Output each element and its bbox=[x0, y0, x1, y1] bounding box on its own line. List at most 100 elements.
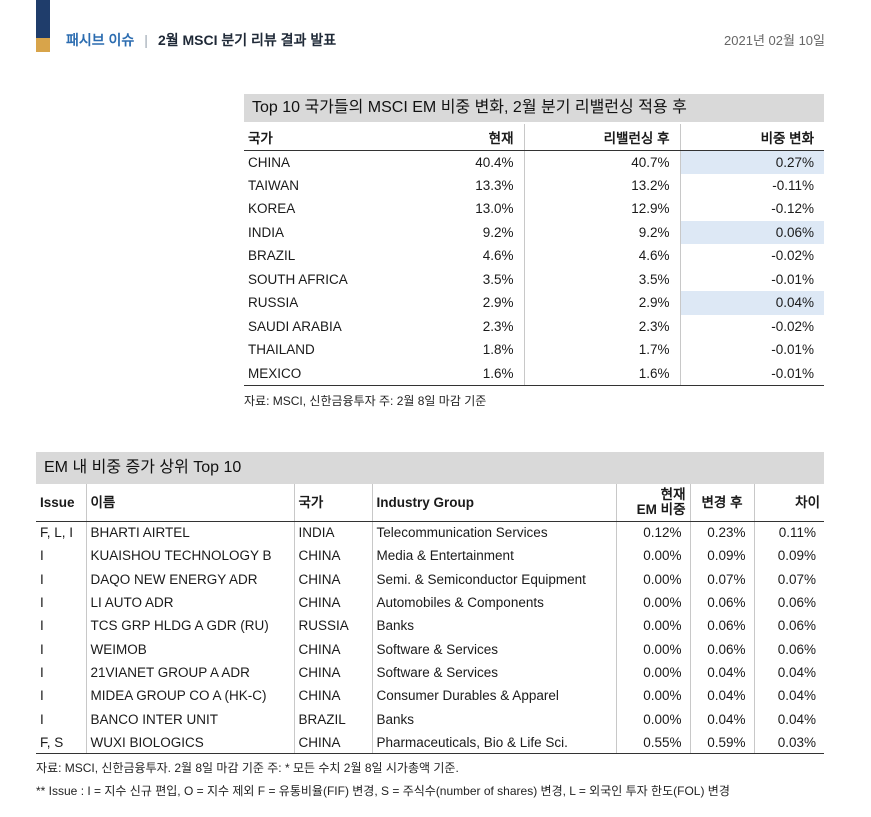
table1-row: CHINA 40.4% 40.7% 0.27% bbox=[244, 150, 824, 174]
current-weight-cell: 3.5% bbox=[482, 271, 514, 287]
table1-row: INDIA 9.2% 9.2% 0.06% bbox=[244, 220, 824, 244]
current-weight-cell: 1.8% bbox=[482, 342, 514, 358]
table1-source: 자료: MSCI, 신한금융투자 주: 2월 8일 마감 기준 bbox=[244, 394, 487, 408]
after-weight-cell: 4.6% bbox=[523, 244, 680, 268]
logo-bar-gold bbox=[36, 38, 50, 52]
issue-cell: F, L, I bbox=[40, 525, 74, 541]
table2-row: I KUAISHOU TECHNOLOGY B CHINA Media & Enter… bbox=[36, 544, 824, 568]
weight-change-cell: -0.02% bbox=[679, 244, 824, 268]
country-cell: CHINA bbox=[293, 660, 372, 685]
after-weight-cell: 0.09% bbox=[689, 544, 754, 568]
diff-cell: 0.03% bbox=[753, 730, 824, 755]
name-cell: BANCO INTER UNIT bbox=[85, 707, 294, 731]
table2-col-diff: 차이 bbox=[753, 484, 824, 522]
table2-col-current-line1: 현재 bbox=[660, 487, 686, 503]
table2-source: 자료: MSCI, 신한금융투자. 2월 8일 마감 기준 주: * 모든 수치… bbox=[36, 761, 459, 775]
table2-col-current-line2: EM 비중 bbox=[636, 502, 686, 518]
diff-cell: 0.04% bbox=[753, 707, 824, 731]
header-separator: | bbox=[144, 32, 148, 48]
current-weight-cell: 13.3% bbox=[475, 177, 514, 193]
table2-row: I BANCO INTER UNIT BRAZIL Banks 0.00% 0.04% 0.… bbox=[36, 707, 824, 731]
issue-cell: I bbox=[40, 711, 44, 727]
country-cell: CHINA bbox=[293, 730, 372, 755]
table2-header-row: Issue 이름 국가 Industry Group 현재 EM 비중 변경 후 … bbox=[36, 484, 824, 522]
current-weight-cell: 2.9% bbox=[482, 295, 514, 311]
diff-cell: 0.04% bbox=[753, 660, 824, 685]
industry-cell: Consumer Durables & Apparel bbox=[371, 684, 616, 708]
country-cell: RUSSIA bbox=[293, 614, 372, 638]
country-cell: THAILAND bbox=[248, 342, 315, 358]
name-cell: WEIMOB bbox=[85, 637, 294, 661]
weight-change-cell: 0.27% bbox=[679, 150, 824, 174]
country-cell: TAIWAN bbox=[248, 177, 299, 193]
current-weight-cell: 0.12% bbox=[615, 521, 690, 545]
name-cell: BHARTI AIRTEL bbox=[85, 521, 294, 545]
current-weight-cell: 2.3% bbox=[482, 318, 514, 334]
country-cell: CHINA bbox=[293, 567, 372, 591]
weight-change-cell: 0.06% bbox=[679, 220, 824, 244]
country-cell: KOREA bbox=[248, 201, 296, 217]
diff-cell: 0.07% bbox=[753, 567, 824, 591]
table2-col-name: 이름 bbox=[85, 484, 294, 522]
industry-cell: Banks bbox=[371, 614, 616, 638]
table2-issue-legend: ** Issue : I = 지수 신규 편입, O = 지수 제외 F = 유… bbox=[36, 784, 730, 798]
after-weight-cell: 0.04% bbox=[689, 684, 754, 708]
diff-cell: 0.06% bbox=[753, 614, 824, 638]
name-cell: KUAISHOU TECHNOLOGY B bbox=[85, 544, 294, 568]
table1-body: CHINA 40.4% 40.7% 0.27% TAIWAN 13.3% 13.2% -0.1… bbox=[244, 150, 824, 386]
weight-change-cell: -0.12% bbox=[679, 197, 824, 221]
after-weight-cell: 40.7% bbox=[523, 150, 680, 174]
after-weight-cell: 9.2% bbox=[523, 220, 680, 244]
issue-cell: I bbox=[40, 688, 44, 704]
name-cell: 21VIANET GROUP A ADR bbox=[85, 660, 294, 685]
diff-cell: 0.06% bbox=[753, 590, 824, 615]
issue-cell: I bbox=[40, 595, 44, 611]
after-weight-cell: 0.04% bbox=[689, 660, 754, 685]
name-cell: MIDEA GROUP CO A (HK-C) bbox=[85, 684, 294, 708]
issue-cell: F, S bbox=[36, 730, 86, 755]
weight-change-cell: -0.01% bbox=[679, 361, 824, 386]
diff-cell: 0.04% bbox=[753, 684, 824, 708]
issue-cell: I bbox=[40, 641, 44, 657]
country-cell: SOUTH AFRICA bbox=[248, 271, 348, 287]
country-cell: CHINA bbox=[248, 154, 291, 170]
country-cell: BRAZIL bbox=[293, 707, 372, 731]
table1-col-country: 국가 bbox=[244, 124, 384, 151]
table1-row: RUSSIA 2.9% 2.9% 0.04% bbox=[244, 291, 824, 315]
current-weight-cell: 0.00% bbox=[615, 707, 690, 731]
current-weight-cell: 0.00% bbox=[615, 684, 690, 708]
country-cell: BRAZIL bbox=[248, 248, 296, 264]
diff-cell: 0.09% bbox=[753, 544, 824, 568]
after-weight-cell: 13.2% bbox=[523, 173, 680, 197]
current-weight-cell: 0.00% bbox=[615, 590, 690, 615]
table1-row: BRAZIL 4.6% 4.6% -0.02% bbox=[244, 244, 824, 268]
table2-col-after: 변경 후 bbox=[689, 484, 754, 522]
table2-row: I TCS GRP HLDG A GDR (RU) RUSSIA Banks 0.00%… bbox=[36, 614, 824, 638]
current-weight-cell: 0.00% bbox=[615, 567, 690, 591]
after-weight-cell: 0.06% bbox=[689, 637, 754, 661]
current-weight-cell: 1.6% bbox=[384, 361, 524, 386]
country-cell: CHINA bbox=[293, 684, 372, 708]
table1-col-change: 비중 변화 bbox=[679, 124, 824, 151]
after-weight-cell: 0.06% bbox=[689, 614, 754, 638]
header-category: 패시브 이슈 bbox=[66, 32, 135, 48]
table2-col-industry: Industry Group bbox=[371, 484, 616, 522]
weight-change-cell: -0.02% bbox=[679, 314, 824, 338]
current-weight-cell: 0.00% bbox=[615, 544, 690, 568]
current-weight-cell: 4.6% bbox=[482, 248, 514, 264]
name-cell: WUXI BIOLOGICS bbox=[85, 730, 294, 755]
table2-row: I MIDEA GROUP CO A (HK-C) CHINA Consumer Du… bbox=[36, 684, 824, 708]
weight-change-cell: 0.04% bbox=[679, 291, 824, 315]
table1-row: THAILAND 1.8% 1.7% -0.01% bbox=[244, 338, 824, 362]
table1-header-row: 국가 현재 리밸런싱 후 비중 변화 bbox=[244, 124, 824, 151]
after-weight-cell: 2.9% bbox=[523, 291, 680, 315]
after-weight-cell: 0.04% bbox=[689, 707, 754, 731]
after-weight-cell: 1.7% bbox=[523, 338, 680, 362]
industry-cell: Telecommunication Services bbox=[371, 521, 616, 545]
after-weight-cell: 12.9% bbox=[523, 197, 680, 221]
country-cell: CHINA bbox=[293, 590, 372, 615]
report-date: 2021년 02월 10일 bbox=[724, 33, 825, 48]
name-cell: LI AUTO ADR bbox=[85, 590, 294, 615]
table1-row: TAIWAN 13.3% 13.2% -0.11% bbox=[244, 173, 824, 197]
weight-change-cell: -0.01% bbox=[679, 338, 824, 362]
